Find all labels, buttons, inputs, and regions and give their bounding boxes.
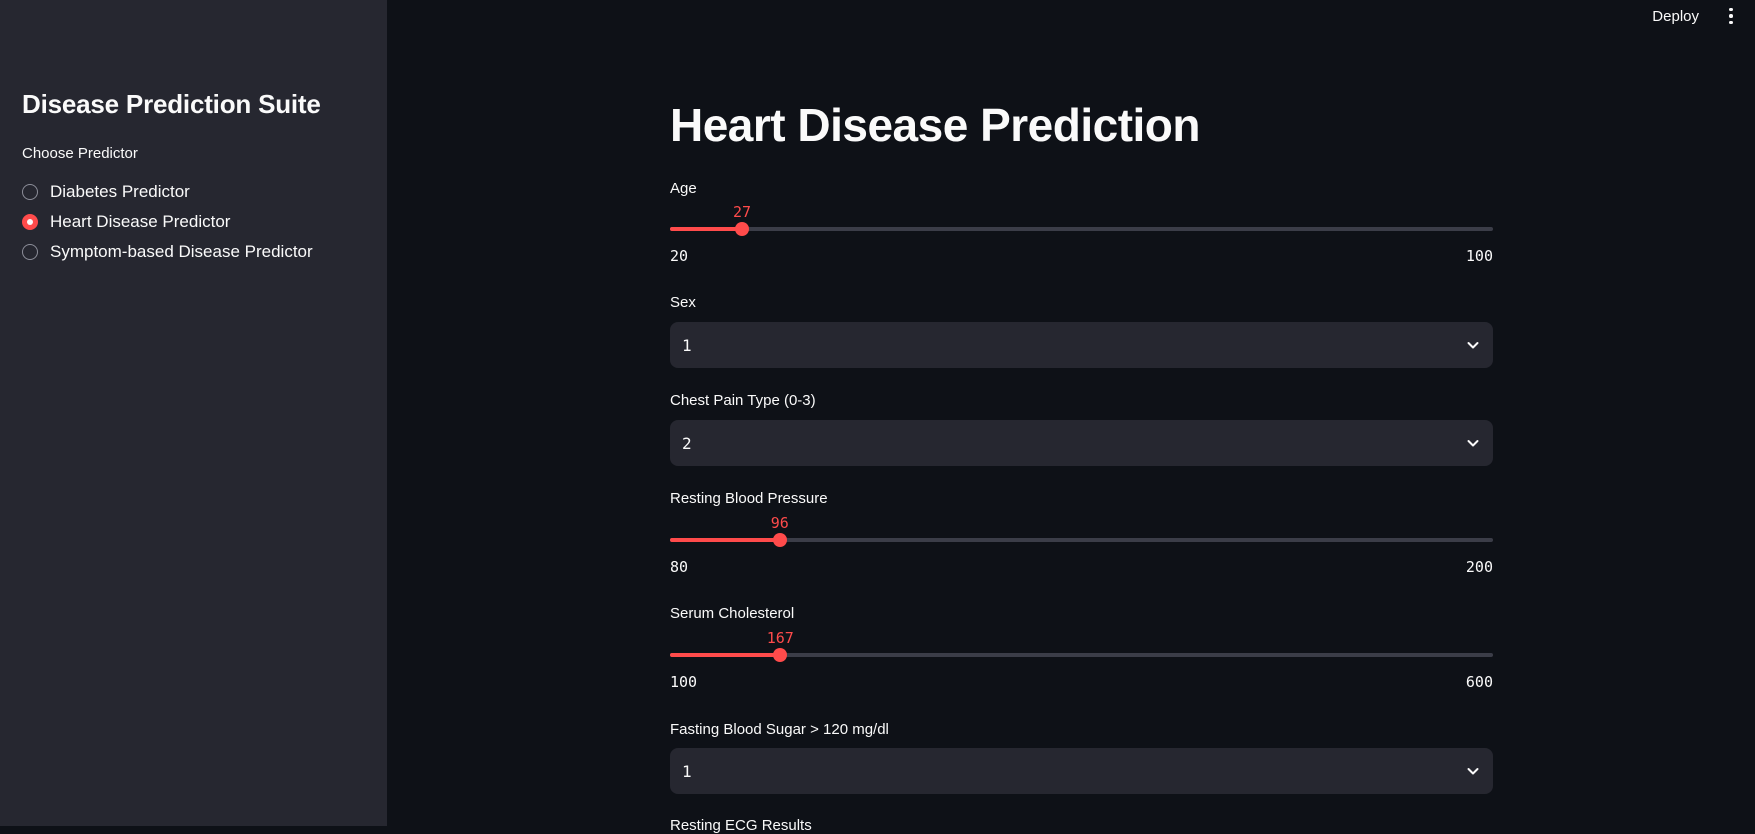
sex-label: Sex [670,294,696,311]
slider-min-label: 100 [670,673,698,691]
select-value: 1 [682,761,692,781]
slider-max-label: 100 [1465,247,1493,265]
slider-max-label: 600 [1465,673,1493,691]
chevron-down-icon[interactable] [1465,763,1481,779]
chest-pain-label: Chest Pain Type (0-3) [670,392,816,409]
select-value: 1 [682,335,692,355]
resting-bp-slider[interactable]: 96 80 200 [670,514,1493,584]
age-label: Age [670,180,697,197]
slider-max-label: 200 [1465,558,1493,576]
radio-option-symptom-based[interactable]: Symptom-based Disease Predictor [22,237,313,267]
slider-value: 27 [732,203,752,221]
slider-thumb[interactable] [735,222,749,236]
radio-option-label: Heart Disease Predictor [50,212,231,231]
sex-select[interactable]: 1 [670,322,1493,368]
predictor-radio-group: Diabetes Predictor Heart Disease Predict… [22,177,313,267]
slider-track[interactable] [670,653,1493,657]
select-value: 2 [682,433,692,453]
age-slider[interactable]: 27 20 100 [670,203,1493,273]
sidebar: Disease Prediction Suite Choose Predicto… [0,0,387,826]
slider-track[interactable] [670,227,1493,231]
more-vertical-icon[interactable] [1721,6,1741,26]
page-title: Heart Disease Prediction [670,99,1201,151]
slider-value: 96 [770,514,789,532]
deploy-button[interactable]: Deploy [1652,7,1699,25]
slider-value: 167 [766,629,794,647]
cholesterol-label: Serum Cholesterol [670,605,795,622]
radio-circle-icon[interactable] [22,214,38,230]
top-header: Deploy [1652,0,1755,32]
radio-option-label: Diabetes Predictor [50,182,190,201]
slider-thumb[interactable] [773,648,788,662]
slider-track[interactable] [670,538,1493,542]
slider-fill [670,227,742,231]
radio-option-diabetes[interactable]: Diabetes Predictor [22,177,313,207]
cholesterol-slider[interactable]: 167 100 600 [670,629,1493,699]
resting-bp-label: Resting Blood Pressure [670,490,828,507]
radio-circle-icon[interactable] [22,184,38,200]
chevron-down-icon[interactable] [1465,435,1481,451]
fasting-bs-select[interactable]: 1 [670,748,1493,794]
chevron-down-icon[interactable] [1465,337,1481,353]
radio-option-label: Symptom-based Disease Predictor [50,242,313,261]
slider-min-label: 20 [670,247,689,265]
sidebar-title: Disease Prediction Suite [22,89,321,119]
predictor-radio-caption: Choose Predictor [22,145,138,162]
slider-thumb[interactable] [772,533,787,547]
radio-option-heart-disease[interactable]: Heart Disease Predictor [22,207,313,237]
chest-pain-select[interactable]: 2 [670,420,1493,466]
radio-circle-icon[interactable] [22,244,38,260]
slider-min-label: 80 [670,558,689,576]
slider-fill [670,653,781,657]
fasting-bs-label: Fasting Blood Sugar > 120 mg/dl [670,721,889,738]
slider-fill [670,538,780,542]
